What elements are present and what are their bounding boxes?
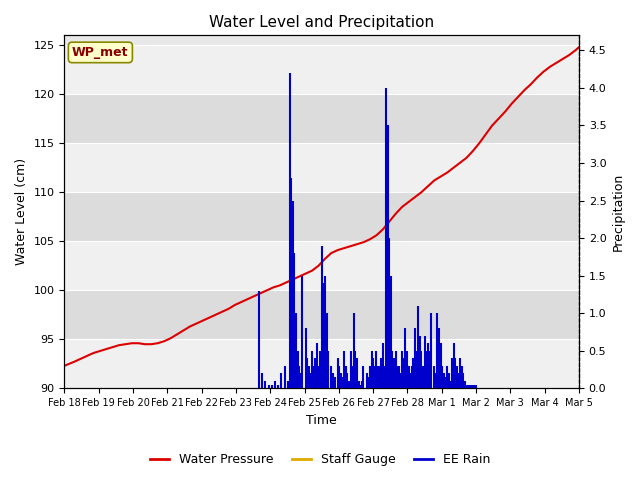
X-axis label: Time: Time: [307, 414, 337, 427]
Y-axis label: Precipitation: Precipitation: [612, 173, 625, 251]
Bar: [65, 192, 579, 241]
Title: Water Level and Precipitation: Water Level and Precipitation: [209, 15, 435, 30]
Legend: Water Pressure, Staff Gauge, EE Rain: Water Pressure, Staff Gauge, EE Rain: [145, 448, 495, 471]
Text: WP_met: WP_met: [72, 46, 129, 59]
Bar: [65, 339, 579, 388]
Bar: [65, 45, 579, 94]
Bar: [65, 94, 579, 143]
Bar: [65, 290, 579, 339]
Y-axis label: Water Level (cm): Water Level (cm): [15, 158, 28, 265]
Bar: [65, 143, 579, 192]
Bar: [65, 241, 579, 290]
